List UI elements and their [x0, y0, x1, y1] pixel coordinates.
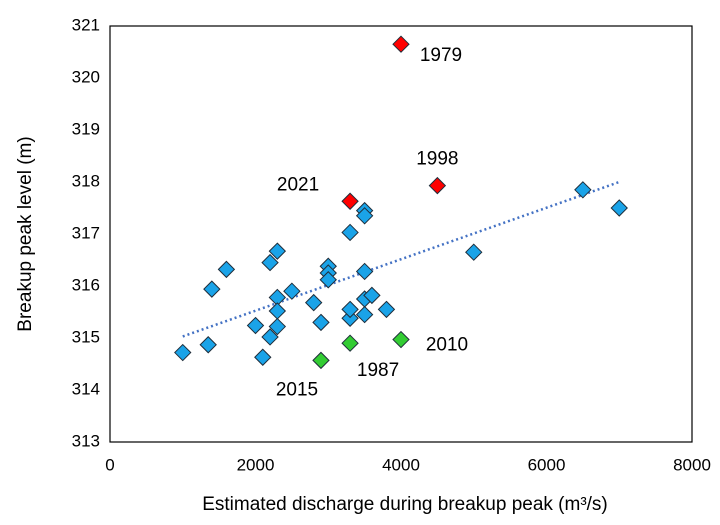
- point: [261, 253, 279, 272]
- x-tick-label: 2000: [237, 455, 275, 474]
- point: [341, 309, 359, 327]
- x-tick-label: 4000: [382, 455, 420, 474]
- point: [465, 243, 483, 261]
- y-tick-label: 318: [72, 171, 100, 190]
- trendline: [182, 180, 620, 338]
- point: [268, 302, 287, 320]
- point: [392, 330, 410, 349]
- point-label: 2015: [276, 379, 318, 400]
- y-tick-label: 317: [72, 223, 100, 242]
- point: [428, 176, 447, 195]
- point: [341, 223, 359, 242]
- point: [610, 199, 628, 217]
- point-label: 1987: [357, 360, 399, 381]
- point-label: 1998: [416, 149, 458, 170]
- point: [268, 317, 287, 336]
- point: [246, 316, 265, 335]
- point: [355, 305, 374, 324]
- y-tick-label: 315: [72, 327, 100, 346]
- point: [355, 262, 374, 281]
- point: [261, 328, 279, 346]
- y-tick-label: 319: [72, 119, 100, 138]
- point: [377, 300, 396, 319]
- point: [217, 260, 236, 279]
- point: [312, 313, 330, 332]
- point: [304, 293, 323, 312]
- y-tick-label: 321: [72, 15, 100, 34]
- point: [283, 282, 301, 300]
- point: [203, 280, 221, 298]
- point: [199, 336, 217, 354]
- y-tick-label: 316: [72, 275, 100, 294]
- point-label: 2021: [277, 174, 319, 195]
- x-tick-label: 6000: [528, 455, 566, 474]
- point: [341, 300, 359, 319]
- point: [174, 343, 192, 362]
- point: [312, 351, 330, 370]
- point: [319, 271, 337, 289]
- x-axis-label: Estimated discharge during breakup peak …: [202, 494, 608, 515]
- x-tick-label: 8000: [673, 455, 711, 474]
- point: [574, 181, 592, 199]
- point: [254, 348, 272, 366]
- point-label: 1979: [420, 45, 462, 66]
- point: [363, 286, 381, 305]
- y-axis-label: Breakup peak level (m): [15, 136, 36, 331]
- point: [355, 207, 374, 225]
- x-tick-label: 0: [105, 455, 114, 474]
- point: [341, 192, 359, 210]
- point-label: 2010: [426, 335, 468, 356]
- y-tick-label: 320: [72, 67, 100, 86]
- y-tick-label: 314: [72, 379, 100, 398]
- point: [392, 35, 410, 53]
- plot-frame: [109, 25, 693, 443]
- point: [341, 334, 359, 352]
- point: [268, 242, 287, 260]
- y-tick-label: 313: [72, 431, 100, 450]
